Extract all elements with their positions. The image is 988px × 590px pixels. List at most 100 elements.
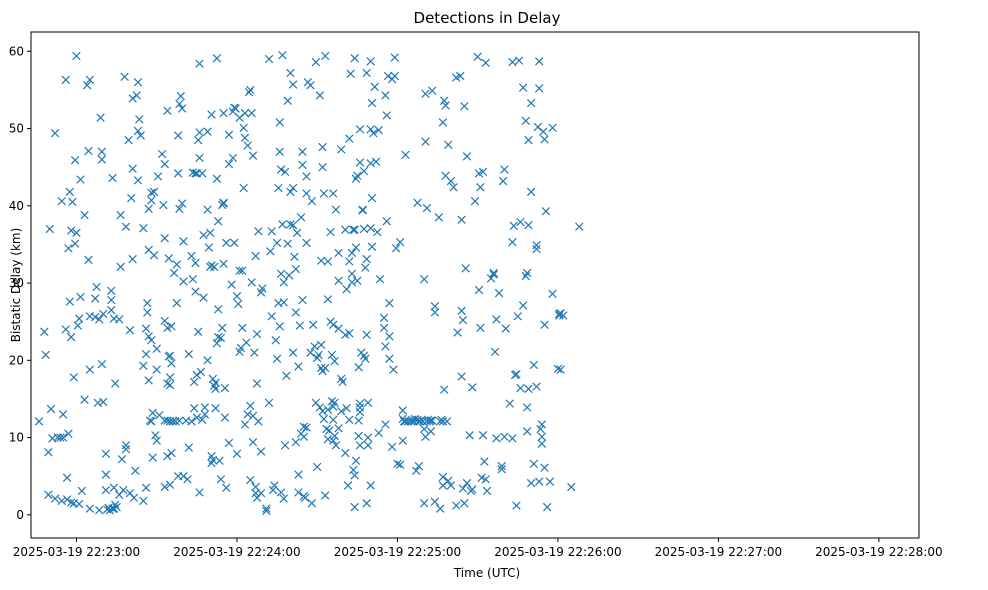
data-point: [354, 416, 363, 425]
data-point: [329, 415, 338, 425]
y-axis-ticks: 0 10 20 30 40 50 60: [9, 44, 31, 522]
data-point: [116, 210, 125, 220]
data-point: [444, 140, 453, 150]
y-tick-label: 50: [9, 122, 24, 136]
data-point: [575, 222, 584, 231]
data-point: [129, 493, 139, 503]
data-point: [272, 354, 282, 363]
data-point: [353, 276, 362, 285]
data-point: [159, 200, 168, 210]
data-point: [278, 50, 287, 60]
data-point: [152, 436, 161, 445]
data-point: [147, 188, 156, 197]
data-point: [452, 501, 461, 510]
data-point: [355, 399, 365, 408]
data-point: [330, 431, 339, 441]
data-point: [391, 244, 401, 253]
data-point: [542, 502, 552, 512]
data-points: [34, 50, 584, 516]
data-point: [422, 203, 432, 213]
y-axis-label: Bistatic Delay (km): [9, 228, 23, 343]
data-point: [278, 220, 287, 229]
data-point: [132, 91, 141, 100]
data-point: [219, 199, 228, 208]
data-point: [62, 495, 72, 504]
data-point: [44, 448, 53, 457]
data-point: [449, 183, 458, 192]
data-point: [72, 228, 81, 238]
data-point: [268, 485, 278, 495]
data-point: [220, 383, 230, 393]
data-point: [363, 441, 373, 450]
x-tick-label: 2025-03-19 22:26:00: [494, 545, 621, 559]
data-point: [362, 499, 371, 508]
data-point: [128, 164, 137, 173]
x-tick-label: 2025-03-19 22:25:00: [334, 545, 461, 559]
data-point: [553, 364, 563, 374]
data-point: [98, 309, 108, 319]
data-point: [446, 176, 456, 186]
data-point: [292, 228, 302, 238]
data-point: [218, 323, 227, 333]
data-point: [358, 206, 367, 215]
data-point: [468, 485, 477, 494]
data-point: [239, 183, 248, 193]
data-point: [426, 427, 436, 436]
data-point: [308, 320, 318, 330]
data-point: [192, 370, 202, 380]
data-point: [250, 348, 259, 357]
data-point: [524, 135, 533, 145]
data-point: [191, 287, 200, 296]
data-point: [264, 54, 274, 64]
data-point: [426, 416, 436, 425]
data-point: [232, 291, 242, 301]
data-point: [418, 417, 428, 426]
data-point: [267, 312, 276, 321]
data-point: [279, 298, 288, 307]
data-point: [354, 431, 363, 441]
data-point: [319, 189, 329, 198]
data-point: [70, 239, 80, 248]
data-point: [107, 286, 116, 296]
data-point: [167, 448, 176, 458]
data-point: [350, 54, 359, 63]
data-point: [346, 69, 355, 78]
data-point: [279, 278, 288, 287]
data-point: [342, 285, 351, 294]
data-point: [165, 373, 175, 382]
data-point: [111, 379, 120, 388]
data-point: [476, 323, 485, 333]
data-point: [214, 217, 223, 226]
data-point: [240, 133, 250, 143]
data-point: [306, 348, 315, 357]
data-point: [522, 427, 532, 436]
data-point: [115, 315, 124, 324]
data-point: [176, 91, 186, 101]
data-point: [251, 251, 260, 261]
data-point: [77, 486, 87, 496]
data-point: [284, 271, 294, 280]
data-point: [458, 315, 468, 325]
data-point: [505, 399, 514, 408]
data-point: [248, 437, 258, 447]
data-point: [143, 308, 152, 317]
data-point: [323, 434, 333, 444]
data-point: [361, 263, 370, 272]
data-point: [453, 328, 462, 337]
data-point: [366, 223, 375, 233]
data-point: [139, 496, 148, 506]
data-point: [254, 227, 263, 236]
data-point: [125, 325, 135, 335]
data-point: [144, 332, 153, 341]
data-point: [411, 466, 421, 476]
data-point: [413, 198, 422, 207]
data-point: [61, 325, 70, 334]
data-point: [74, 499, 84, 509]
data-point: [350, 225, 359, 234]
data-point: [457, 372, 466, 381]
data-point: [108, 173, 117, 183]
data-point: [84, 255, 93, 265]
data-point: [280, 167, 290, 177]
data-point: [128, 254, 137, 264]
data-point: [366, 159, 375, 168]
